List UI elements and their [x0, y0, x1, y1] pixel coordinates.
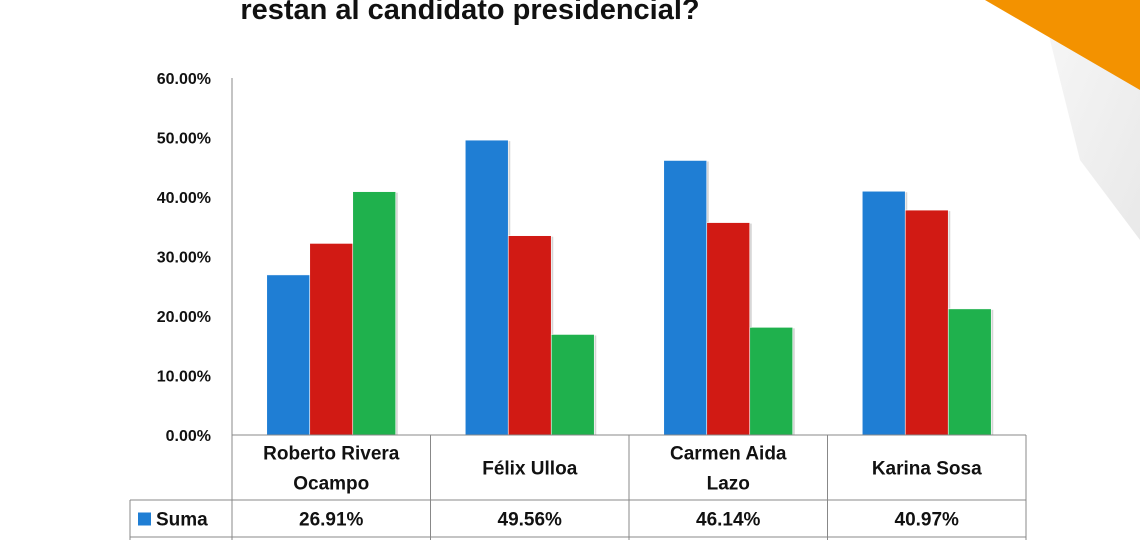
bar	[266, 274, 311, 436]
bars	[266, 139, 994, 436]
y-tick-label: 20.00%	[157, 309, 211, 326]
table-value-label: 26.91%	[299, 510, 364, 531]
orange-corner-shape	[985, 0, 1140, 90]
table-value-label: 46.14%	[696, 510, 761, 531]
table-value-label: 49.56%	[498, 510, 563, 531]
data-table: Roberto Rivera Ocampo Félix Ulloa Carmen Ai…	[129, 435, 1027, 540]
y-tick-label: 10.00%	[157, 369, 211, 386]
y-tick-label: 50.00%	[157, 131, 211, 148]
bar	[507, 235, 552, 436]
bar	[550, 334, 595, 436]
y-tick-label: 60.00%	[157, 71, 211, 88]
table-value-label: 40.97%	[895, 510, 960, 531]
bar	[904, 209, 949, 436]
bar	[663, 160, 708, 436]
bar	[464, 139, 509, 436]
y-tick-label: 0.00%	[166, 428, 211, 445]
bar	[352, 191, 397, 436]
x-category-label: Karina Sosa	[872, 459, 982, 480]
bar	[706, 222, 751, 436]
y-axis-ticks: 60.00% 50.00% 40.00% 30.00% 20.00% 10.00% 0.00…	[157, 71, 211, 445]
bar	[749, 327, 794, 436]
x-category-label: Roberto Rivera	[263, 444, 400, 465]
legend-label: Suma	[156, 510, 208, 531]
y-tick-label: 40.00%	[157, 190, 211, 207]
legend-swatch	[138, 512, 151, 526]
x-category-label: Lazo	[707, 474, 750, 495]
x-category-label: Ocampo	[293, 474, 369, 495]
page-title: restan al candidato presidencial?	[240, 0, 700, 26]
bar	[861, 190, 906, 436]
x-category-label: Félix Ulloa	[482, 459, 577, 480]
y-tick-label: 30.00%	[157, 250, 211, 267]
x-category-label: Carmen Aida	[670, 444, 787, 465]
bar	[947, 308, 992, 436]
bar	[309, 243, 354, 436]
